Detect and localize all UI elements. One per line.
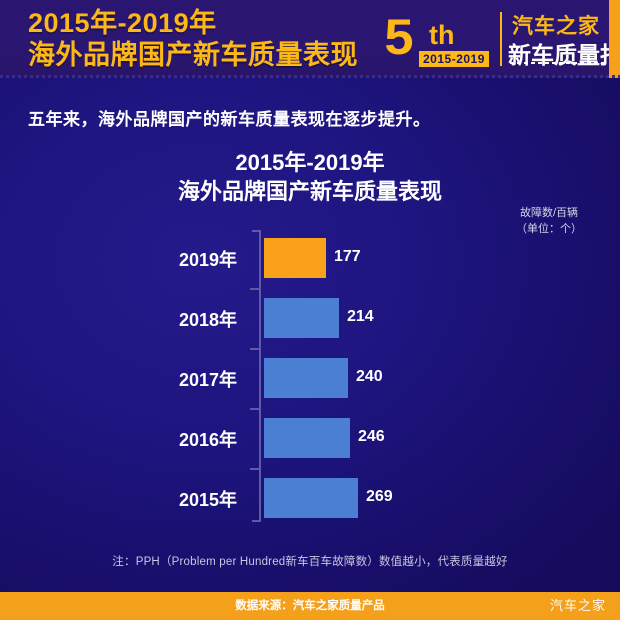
footer-source: 数据来源：汽车之家质量产品 bbox=[235, 600, 385, 612]
bar-category-label: 2016年 bbox=[178, 430, 237, 450]
header-banner: 2015年-2019年 海外品牌国产新车质量表现 5 th 2015-2019 … bbox=[0, 0, 620, 78]
axis-tick bbox=[250, 408, 260, 410]
chart-title-line2: 海外品牌国产新车质量表现 bbox=[177, 179, 442, 205]
unit-label: 故障数/百辆 （单位：个） bbox=[516, 206, 582, 238]
chart-bar-row: 2015年 269 bbox=[0, 468, 620, 528]
badge-years: 2015-2019 bbox=[419, 51, 489, 67]
header-title: 2015年-2019年 海外品牌国产新车质量表现 bbox=[28, 8, 358, 72]
unit-line2: （单位：个） bbox=[516, 222, 582, 235]
lead-statement: 五年来，海外品牌国产的新车质量表现在逐步提升。 bbox=[28, 110, 431, 129]
bar-category-label: 2015年 bbox=[178, 490, 237, 510]
report-name: 新车质量报告 bbox=[508, 42, 620, 68]
bar-chart: 2019年 177 2018年 214 2017年 240 2016年 246 2015年 269 bbox=[0, 228, 620, 528]
badge-suffix: th bbox=[429, 20, 455, 50]
axis-tick bbox=[250, 348, 260, 350]
brand-logo: 汽车之家 新车质量报告 bbox=[508, 10, 620, 68]
bar-value-label: 240 bbox=[356, 368, 383, 385]
header-accent-strip bbox=[609, 0, 620, 78]
chart-bar-row: 2019年 177 bbox=[0, 228, 620, 288]
chart-bar-row: 2016年 246 bbox=[0, 408, 620, 468]
chart-axis-line bbox=[259, 230, 261, 522]
header-title-line1: 2015年-2019年 bbox=[28, 8, 217, 38]
chart-title-line1: 2015年-2019年 bbox=[235, 150, 385, 175]
axis-cap-bottom bbox=[252, 520, 261, 522]
report-name-underline bbox=[510, 62, 606, 64]
bar-category-label: 2019年 bbox=[178, 250, 237, 270]
axis-tick bbox=[250, 288, 260, 290]
header-divider bbox=[500, 12, 502, 66]
bar-category-label: 2018年 bbox=[178, 310, 237, 330]
brand-name: 汽车之家 bbox=[512, 15, 600, 38]
badge-number: 5 bbox=[384, 9, 413, 65]
footer-watermark: 汽车之家 bbox=[549, 598, 606, 613]
bar-value-label: 214 bbox=[347, 308, 374, 325]
footnote: 注：PPH（Problem per Hundred新车百车故障数）数值越小，代表… bbox=[112, 556, 508, 568]
chart-bar[interactable] bbox=[264, 358, 348, 398]
chart-bar[interactable] bbox=[264, 478, 358, 518]
bar-value-label: 177 bbox=[334, 248, 361, 265]
chart-bar[interactable] bbox=[264, 298, 339, 338]
anniversary-badge: 5 th 2015-2019 bbox=[383, 9, 501, 68]
bar-category-label: 2017年 bbox=[178, 370, 237, 390]
axis-tick bbox=[250, 468, 260, 470]
bar-value-label: 269 bbox=[366, 488, 393, 505]
chart-title: 2015年-2019年 海外品牌国产新车质量表现 bbox=[0, 148, 620, 206]
chart-bar-row: 2017年 240 bbox=[0, 348, 620, 408]
header-dotted-rule bbox=[0, 75, 620, 78]
footer-bar: 数据来源：汽车之家质量产品 汽车之家 bbox=[0, 592, 620, 620]
axis-cap-top bbox=[252, 230, 261, 232]
chart-bar[interactable] bbox=[264, 238, 326, 278]
chart-bar[interactable] bbox=[264, 418, 350, 458]
bar-value-label: 246 bbox=[358, 428, 385, 445]
unit-line1: 故障数/百辆 bbox=[519, 207, 579, 219]
header-title-line2: 海外品牌国产新车质量表现 bbox=[28, 39, 358, 70]
chart-bar-row: 2018年 214 bbox=[0, 288, 620, 348]
